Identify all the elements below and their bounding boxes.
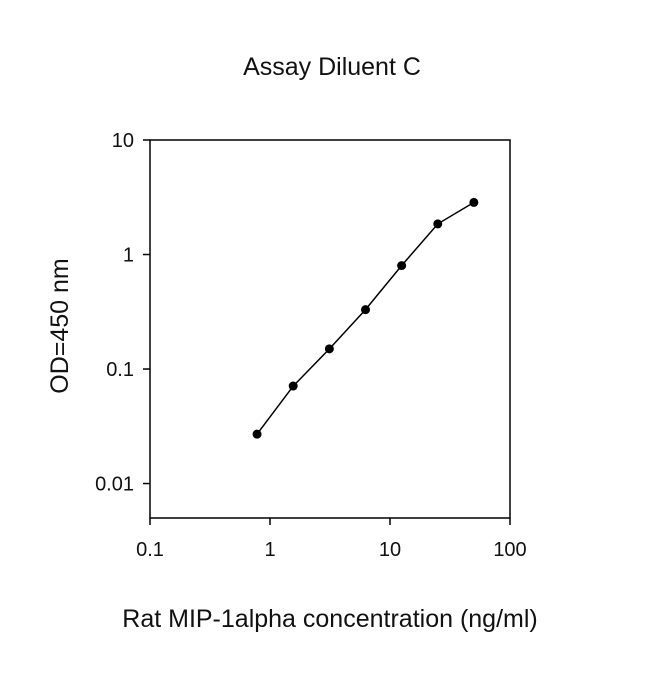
data-point xyxy=(324,344,334,354)
data-point xyxy=(252,429,262,439)
y-axis-label: OD=450 nm xyxy=(46,258,74,394)
y-tick-label: 0.1 xyxy=(106,359,134,381)
y-tick-label: 0.01 xyxy=(95,474,134,496)
y-tick-label: 1 xyxy=(123,245,134,267)
data-point xyxy=(361,305,371,315)
x-axis-label: Rat MIP-1alpha concentration (ng/ml) xyxy=(122,605,537,633)
data-point xyxy=(288,381,298,391)
plot-frame xyxy=(149,139,511,519)
x-tick-label: 10 xyxy=(379,539,401,561)
data-point xyxy=(433,219,443,229)
data-point xyxy=(469,197,479,207)
chart-title: Assay Diluent C xyxy=(243,53,421,81)
x-tick-label: 1 xyxy=(264,539,275,561)
data-series xyxy=(252,197,479,439)
y-tick-label: 10 xyxy=(112,130,134,152)
data-point xyxy=(397,261,407,271)
x-axis-ticks: 0.1 1 10 100 xyxy=(136,518,527,561)
x-tick-label: 100 xyxy=(493,539,526,561)
y-axis-ticks: 0.01 0.1 1 10 xyxy=(95,130,150,496)
series-line xyxy=(256,201,475,435)
x-tick-label: 0.1 xyxy=(136,539,164,561)
